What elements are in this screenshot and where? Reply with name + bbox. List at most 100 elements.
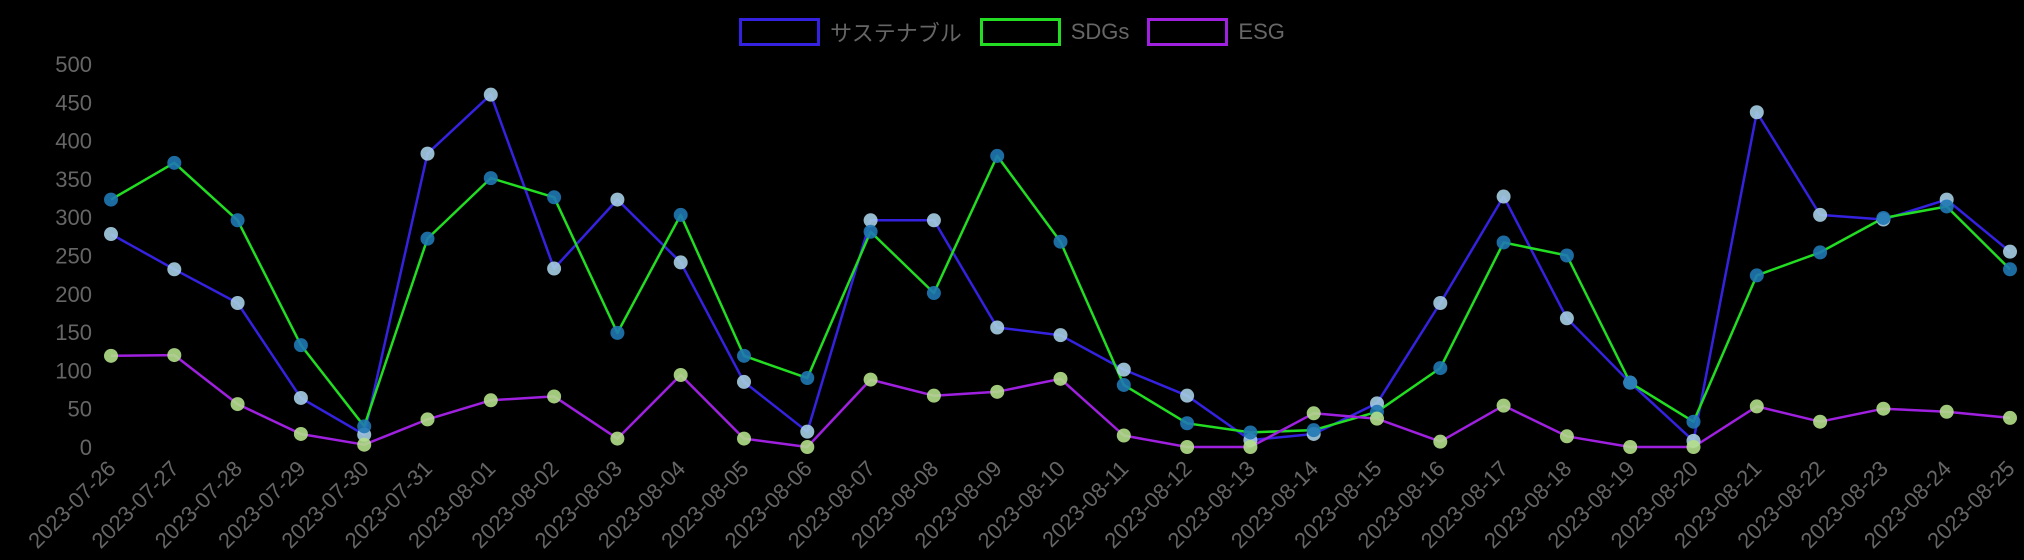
data-point[interactable]: [167, 262, 182, 277]
data-point[interactable]: [1116, 362, 1131, 377]
data-point[interactable]: [926, 286, 941, 301]
data-point[interactable]: [420, 412, 435, 427]
series-2: [110, 353, 2011, 449]
data-point[interactable]: [1053, 328, 1068, 343]
data-point[interactable]: [1496, 235, 1511, 250]
data-point[interactable]: [1243, 425, 1258, 440]
legend-item-esg[interactable]: ESG: [1147, 18, 1285, 46]
series-0: [110, 93, 2011, 443]
y-axis: 0 50 100 150 200 250 300 350 400 450 500: [55, 52, 92, 460]
data-point[interactable]: [926, 388, 941, 403]
data-point[interactable]: [1306, 406, 1321, 421]
data-point[interactable]: [230, 295, 245, 310]
data-point[interactable]: [1559, 429, 1574, 444]
data-point[interactable]: [990, 320, 1005, 335]
data-point[interactable]: [2003, 410, 2017, 425]
data-point[interactable]: [1433, 295, 1448, 310]
data-point[interactable]: [1813, 245, 1828, 260]
data-point[interactable]: [547, 190, 562, 205]
data-point[interactable]: [610, 431, 625, 446]
legend-item-sdgs[interactable]: SDGs: [979, 18, 1129, 46]
data-point[interactable]: [990, 384, 1005, 399]
data-point[interactable]: [1749, 105, 1764, 120]
data-point[interactable]: [230, 213, 245, 228]
x-axis: 2023-07-262023-07-272023-07-282023-07-29…: [23, 456, 2019, 553]
data-point[interactable]: [1876, 401, 1891, 416]
series-points-0: [104, 87, 2017, 448]
data-point[interactable]: [104, 192, 118, 207]
data-point[interactable]: [673, 367, 688, 382]
data-point[interactable]: [1813, 207, 1828, 222]
data-point[interactable]: [673, 255, 688, 270]
data-point[interactable]: [167, 155, 182, 170]
data-point[interactable]: [800, 371, 815, 386]
data-point[interactable]: [167, 348, 182, 363]
data-point[interactable]: [926, 213, 941, 228]
data-point[interactable]: [1813, 414, 1828, 429]
data-point[interactable]: [1496, 398, 1511, 413]
data-point[interactable]: [2003, 262, 2017, 277]
data-point[interactable]: [357, 419, 372, 434]
data-point[interactable]: [1116, 377, 1131, 392]
data-point[interactable]: [547, 389, 562, 404]
data-point[interactable]: [1749, 399, 1764, 414]
data-point[interactable]: [990, 148, 1005, 163]
data-point[interactable]: [737, 348, 751, 363]
y-tick-label: 450: [55, 90, 92, 115]
data-point[interactable]: [800, 424, 815, 439]
data-point[interactable]: [1749, 268, 1764, 283]
plot-area: [104, 87, 2017, 454]
data-point[interactable]: [800, 440, 815, 454]
data-point[interactable]: [863, 372, 878, 387]
data-point[interactable]: [1559, 248, 1574, 263]
data-point[interactable]: [230, 397, 245, 412]
data-point[interactable]: [610, 192, 625, 207]
data-point[interactable]: [863, 224, 878, 239]
data-point[interactable]: [1180, 440, 1195, 454]
data-point[interactable]: [420, 231, 435, 246]
data-point[interactable]: [1686, 414, 1701, 429]
data-point[interactable]: [483, 87, 498, 102]
legend-label: ESG: [1238, 19, 1285, 44]
data-point[interactable]: [483, 393, 498, 408]
data-point[interactable]: [1243, 440, 1258, 454]
y-tick-label: 100: [55, 358, 92, 383]
data-point[interactable]: [293, 338, 308, 353]
data-point[interactable]: [863, 213, 878, 228]
data-point[interactable]: [1433, 434, 1448, 449]
data-point[interactable]: [1116, 428, 1131, 443]
data-point[interactable]: [293, 390, 308, 405]
data-point[interactable]: [673, 207, 688, 222]
data-point[interactable]: [610, 325, 625, 340]
data-point[interactable]: [293, 426, 308, 441]
data-point[interactable]: [1433, 361, 1448, 376]
data-point[interactable]: [1370, 411, 1384, 426]
data-point[interactable]: [1623, 440, 1638, 454]
series-points-2: [104, 348, 2017, 454]
data-point[interactable]: [1180, 416, 1195, 431]
data-point[interactable]: [104, 227, 118, 242]
data-point[interactable]: [357, 437, 372, 452]
data-point[interactable]: [1939, 199, 1954, 214]
data-point[interactable]: [1496, 189, 1511, 204]
data-point[interactable]: [1623, 375, 1638, 390]
data-point[interactable]: [1053, 371, 1068, 386]
data-point[interactable]: [737, 374, 751, 389]
legend-swatch-sdgs: [979, 18, 1061, 46]
data-point[interactable]: [1559, 311, 1574, 326]
data-point[interactable]: [420, 146, 435, 161]
data-point[interactable]: [483, 171, 498, 186]
data-point[interactable]: [1306, 423, 1321, 438]
y-tick-label: 400: [55, 129, 92, 154]
data-point[interactable]: [737, 431, 751, 446]
series-line: [110, 353, 2011, 449]
data-point[interactable]: [1939, 404, 1954, 419]
data-point[interactable]: [1876, 210, 1891, 225]
data-point[interactable]: [1180, 388, 1195, 403]
data-point[interactable]: [547, 261, 562, 276]
data-point[interactable]: [104, 348, 118, 363]
data-point[interactable]: [1053, 234, 1068, 249]
data-point[interactable]: [2003, 244, 2017, 259]
data-point[interactable]: [1686, 440, 1701, 454]
legend-item-sustainable[interactable]: サステナブル: [739, 16, 962, 48]
